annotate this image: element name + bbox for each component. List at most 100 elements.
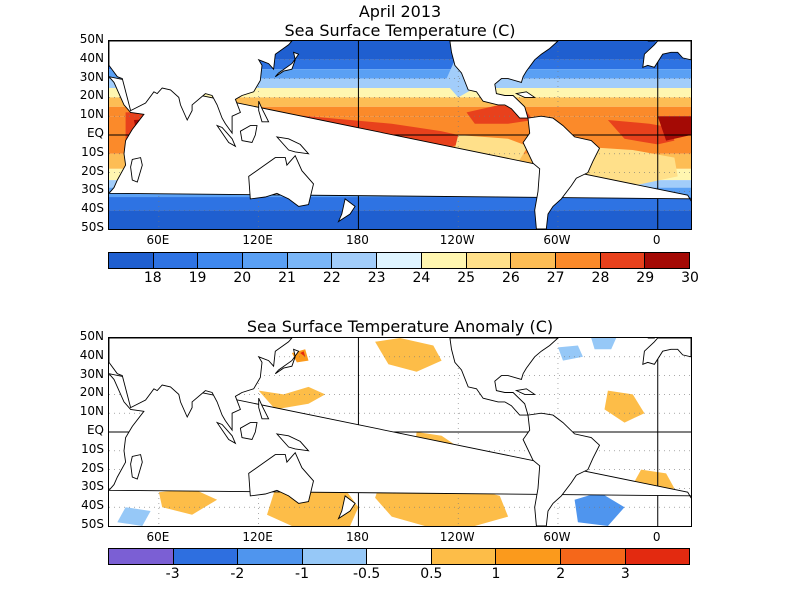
sst-lat-label: 30N xyxy=(79,69,104,84)
land-japan xyxy=(274,348,300,375)
sst-lon-label: 120E xyxy=(242,233,273,247)
land-europe xyxy=(642,41,691,68)
anomaly-colorbar-label: -1 xyxy=(295,566,309,582)
sst-lat-label: 10S xyxy=(81,144,104,159)
sst-colorbar-label: 30 xyxy=(681,270,699,286)
sst-colorbar-label: 27 xyxy=(546,270,565,286)
sst-colorbar-label: 21 xyxy=(278,270,296,286)
anomaly-map-title: Sea Surface Temperature Anomaly (C) xyxy=(246,317,554,336)
anomaly-colorbar-label: 0.5 xyxy=(420,566,443,582)
sst-colorbar-swatch xyxy=(421,253,467,268)
land-newguinea xyxy=(275,136,310,155)
anomaly-region xyxy=(375,338,442,372)
land-europe xyxy=(642,338,691,365)
sst-band xyxy=(109,59,691,70)
anomaly-region xyxy=(117,507,151,526)
anomaly-colorbar-swatch xyxy=(625,549,690,564)
anomaly-colorbar-swatch xyxy=(109,549,174,564)
land-newguinea xyxy=(275,433,310,452)
anomaly-colorbar-label: 1 xyxy=(491,566,501,582)
anomaly-colorbar-label: -0.5 xyxy=(352,566,381,582)
sst-band xyxy=(109,97,691,107)
anomaly-colorbar-swatch xyxy=(238,549,303,564)
anomaly-colorbar-swatch xyxy=(173,549,239,564)
land-nz xyxy=(337,495,356,520)
sst-lat-label: 30S xyxy=(81,182,104,197)
sst-colorbar-label: 23 xyxy=(367,270,386,286)
sst-colorbar-swatch xyxy=(332,253,378,268)
anomaly-colorbar-swatch xyxy=(496,549,561,564)
sst-lon-label: 120W xyxy=(439,233,475,247)
anomaly-colorbar-label: 2 xyxy=(556,566,566,582)
sst-lat-label: 20N xyxy=(79,88,104,103)
sst-band xyxy=(109,78,691,88)
land-cuba xyxy=(514,388,537,395)
anomaly-colorbar-label: -2 xyxy=(230,566,245,582)
anomaly-colorbar-label: 3 xyxy=(620,566,630,582)
anomaly-map xyxy=(108,337,692,527)
sst-colorbar-label: 28 xyxy=(591,270,610,286)
anomaly-lon-label: 180 xyxy=(345,530,369,544)
anomaly-lat-label: 10N xyxy=(79,404,104,419)
land-phil xyxy=(258,398,270,420)
sst-band xyxy=(109,210,691,229)
sst-colorbar-label: 20 xyxy=(233,270,252,286)
anomaly-colorbar xyxy=(108,548,690,565)
anomaly-lat-label: 40S xyxy=(81,498,104,513)
anomaly-region xyxy=(591,338,617,350)
sst-colorbar-label: 18 xyxy=(143,270,162,286)
land-madagascar xyxy=(130,454,143,480)
sst-colorbar-swatch xyxy=(109,253,154,268)
anomaly-lat-label: 50S xyxy=(81,517,104,531)
sst-map-title: Sea Surface Temperature (C) xyxy=(284,21,516,40)
land-northam xyxy=(449,41,559,119)
sst-colorbar-swatch xyxy=(555,253,601,268)
anomaly-lon-label: 120W xyxy=(439,530,475,544)
anomaly-colorbar-label: -3 xyxy=(165,566,180,582)
sst-lon-label: 0 xyxy=(652,233,661,247)
land-madagascar xyxy=(130,157,143,183)
sst-lat-label: 40S xyxy=(81,201,104,216)
sst-lat-label: 50S xyxy=(81,220,104,234)
land-southam xyxy=(522,412,601,526)
sst-colorbar-label: 19 xyxy=(188,270,207,286)
land-australia xyxy=(248,154,314,207)
anomaly-region xyxy=(604,390,645,423)
sst-band xyxy=(109,88,691,98)
sst-colorbar-swatch xyxy=(511,253,556,268)
sst-colorbar-swatch xyxy=(466,253,512,268)
land-asia xyxy=(109,41,293,135)
land-northam xyxy=(449,338,559,416)
sst-colorbar-swatch xyxy=(243,253,288,268)
anomaly-lon-label: 60E xyxy=(146,530,170,544)
land-borneo xyxy=(239,125,258,144)
sst-colorbar-swatch xyxy=(645,253,689,268)
map-date-title: April 2013 xyxy=(358,2,442,21)
anomaly-lat-label: 30S xyxy=(81,479,104,494)
sst-band xyxy=(109,69,691,79)
sst-colorbar-swatch xyxy=(287,253,333,268)
sst-colorbar-swatch xyxy=(153,253,199,268)
anomaly-region xyxy=(258,386,326,410)
sst-lat-label: 10N xyxy=(79,107,104,122)
anomaly-colorbar-swatch xyxy=(367,549,432,564)
anomaly-lat-label: 30N xyxy=(79,366,104,381)
land-borneo xyxy=(239,422,258,441)
land-southam xyxy=(522,115,601,229)
anomaly-region xyxy=(300,351,306,357)
sst-lat-label: 20S xyxy=(81,163,104,178)
sst-colorbar-label: 22 xyxy=(322,270,341,286)
sst-colorbar-swatch xyxy=(377,253,422,268)
sst-lon-label: 180 xyxy=(345,233,369,247)
anomaly-lat-label: 10S xyxy=(81,441,104,456)
anomaly-colorbar-swatch xyxy=(431,549,497,564)
land-sumatra xyxy=(215,124,237,148)
sst-lon-label: 60E xyxy=(146,233,170,247)
anomaly-lon-label: 0 xyxy=(652,530,661,544)
sst-lat-label: EQ xyxy=(86,126,104,140)
land-phil xyxy=(258,101,270,123)
sst-lat-label: 50N xyxy=(79,32,104,46)
anomaly-region xyxy=(574,492,625,526)
land-sumatra xyxy=(215,421,237,445)
sst-lon-label: 60W xyxy=(543,233,571,247)
